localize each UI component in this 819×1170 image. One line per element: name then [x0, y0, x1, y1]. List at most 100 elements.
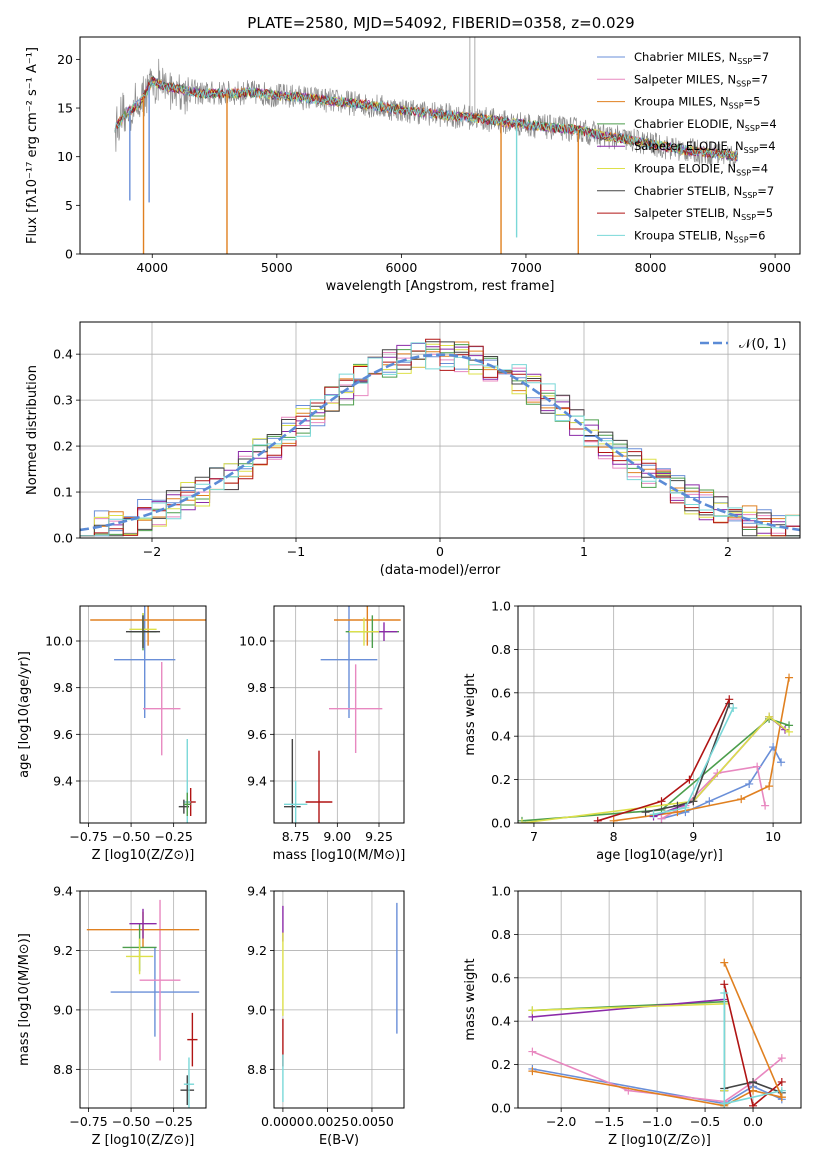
mass-weight-marker — [689, 797, 698, 806]
y-tick-label: 0.4 — [491, 1014, 511, 1029]
legend-subscript: SSP — [745, 124, 760, 133]
x-tick-label: −0.75 — [69, 829, 107, 844]
mass-weight-line — [521, 715, 790, 823]
legend-entry: 𝒩(0, 1) — [739, 337, 786, 352]
mass-weight-marker — [641, 808, 650, 817]
axes-frame — [273, 890, 405, 1109]
legend-entry: Kroupa MILES, NSSP=5 — [634, 95, 760, 111]
residuals-panel: −2 −1 0 1 2 0.0 0.1 0.2 0.3 0.4 (data-model)/error… — [25, 321, 801, 578]
y-tick-label: 0.4 — [491, 729, 511, 744]
x-tick-label: 8 — [610, 829, 618, 844]
y-tick-label: 0.0 — [53, 531, 73, 546]
mass-weight-marker — [777, 758, 786, 767]
axes-frame — [79, 605, 207, 824]
y-axis-label: mass weight — [463, 673, 478, 755]
mass-weight-marker — [609, 816, 618, 823]
mass-weight-marker — [745, 779, 754, 788]
axes-frame — [273, 605, 405, 824]
mass-weight-vs-metallicity-panel: −2.0 −1.5 −1.0 −0.5 0.0 0.0 0.2 0.4 0.6 0.8 1.0 Z [… — [463, 884, 802, 1148]
x-axis-label: E(B-V) — [319, 1133, 359, 1148]
legend-count: =6 — [749, 228, 766, 242]
mass-weight-marker — [777, 1054, 786, 1063]
observed-spectrum — [114, 58, 739, 167]
y-tick-label: 0.8 — [491, 642, 511, 657]
y-tick-label: 8.8 — [53, 1062, 73, 1077]
mass-weight-line — [661, 745, 782, 820]
legend-count: =4 — [751, 162, 768, 176]
x-tick-label: −0.5 — [690, 1114, 720, 1129]
plot-area — [114, 37, 739, 254]
y-tick-label: 0.0 — [491, 1101, 511, 1116]
y-axis-label: Normed distribution — [25, 365, 40, 495]
x-axis-label: Z [log10(Z/Z⊙)] — [92, 848, 195, 863]
x-tick-label: −0.75 — [69, 1114, 107, 1129]
axes-frame — [79, 36, 801, 255]
mass-weight-marker — [761, 801, 770, 810]
mass-weight-vs-age-panel: 7 8 9 10 0.0 0.2 0.4 0.6 0.8 1.0 age [log10(age/yr… — [463, 599, 802, 863]
legend-count: =5 — [756, 206, 773, 220]
mass-weight-marker — [685, 775, 694, 784]
axes-frame — [517, 605, 802, 824]
legend-subscript: SSP — [741, 213, 756, 222]
x-axis-label: (data-model)/error — [380, 563, 501, 578]
x-axis-label: Z [log10(Z/Z⊙)] — [608, 1133, 711, 1148]
y-tick-label: 0.0 — [491, 816, 511, 831]
mass-weight-marker — [657, 814, 666, 823]
y-tick-label: 15 — [57, 101, 73, 116]
plot-area — [528, 958, 786, 1108]
legend-subscript: SSP — [734, 235, 749, 244]
legend-entry: Kroupa STELIB, NSSP=6 — [634, 228, 765, 244]
mass-weight-marker — [765, 712, 774, 721]
x-tick-label: 1 — [580, 544, 588, 559]
mass-weight-marker — [737, 795, 746, 804]
y-tick-label: 9.0 — [53, 1002, 73, 1017]
axes-frame — [79, 321, 801, 539]
y-tick-label: 10.0 — [239, 634, 267, 649]
legend-entry: Kroupa ELODIE, NSSP=4 — [634, 162, 768, 178]
x-tick-label: −1.5 — [594, 1114, 624, 1129]
mass-weight-marker — [593, 816, 602, 823]
plot-area — [80, 338, 800, 537]
plot-area — [86, 899, 200, 1108]
y-tick-label: 9.4 — [247, 884, 267, 899]
legend-entry: Chabrier MILES, NSSP=7 — [634, 50, 769, 66]
figure-title: PLATE=2580, MJD=54092, FIBERID=0358, z=0… — [247, 14, 634, 32]
mass-weight-marker — [720, 988, 729, 997]
x-tick-label: 10 — [765, 829, 781, 844]
y-tick-label: 9.0 — [247, 1002, 267, 1017]
model-spectrum — [114, 79, 739, 162]
mass-weight-marker — [749, 1086, 758, 1095]
mass-weight-line — [645, 703, 731, 813]
y-tick-label: 9.4 — [53, 884, 73, 899]
mass-weight-marker — [649, 810, 658, 819]
x-tick-label: 7000 — [510, 260, 542, 275]
y-tick-label: 9.8 — [53, 680, 73, 695]
legend-entry: Salpeter MILES, NSSP=7 — [634, 72, 768, 88]
x-axis-label: Z [log10(Z/Z⊙)] — [92, 1133, 195, 1148]
x-tick-label: 7 — [530, 829, 538, 844]
y-axis-label: Flux [fλ10⁻¹⁷ erg cm⁻² s⁻¹ A⁻¹] — [25, 47, 40, 244]
x-tick-label: 4000 — [136, 260, 168, 275]
mass-weight-marker — [528, 1006, 537, 1015]
x-tick-label: 6000 — [385, 260, 417, 275]
x-tick-label: 0.0 — [743, 1114, 763, 1129]
x-tick-label: 9 — [689, 829, 697, 844]
x-tick-label: 0 — [436, 544, 444, 559]
mass-weight-marker — [673, 801, 682, 810]
legend-count: =7 — [751, 72, 768, 86]
y-tick-label: 9.4 — [53, 774, 73, 789]
x-tick-label: 2 — [724, 544, 732, 559]
x-tick-label: −0.25 — [154, 829, 192, 844]
mass-weight-marker — [518, 819, 526, 823]
legend-count: =4 — [760, 117, 777, 131]
plot-area — [90, 606, 206, 823]
mass-weight-marker — [729, 703, 738, 712]
axes-frame — [79, 890, 207, 1109]
legend-subscript: SSP — [744, 146, 759, 155]
x-axis-label: wavelength [Angstrom, rest frame] — [326, 279, 555, 294]
y-tick-label: 9.2 — [247, 943, 267, 958]
mass-weight-line — [532, 1068, 783, 1105]
x-tick-label: 9.00 — [323, 829, 351, 844]
y-tick-label: 0.1 — [53, 485, 73, 500]
x-tick-label: −0.50 — [112, 1114, 150, 1129]
